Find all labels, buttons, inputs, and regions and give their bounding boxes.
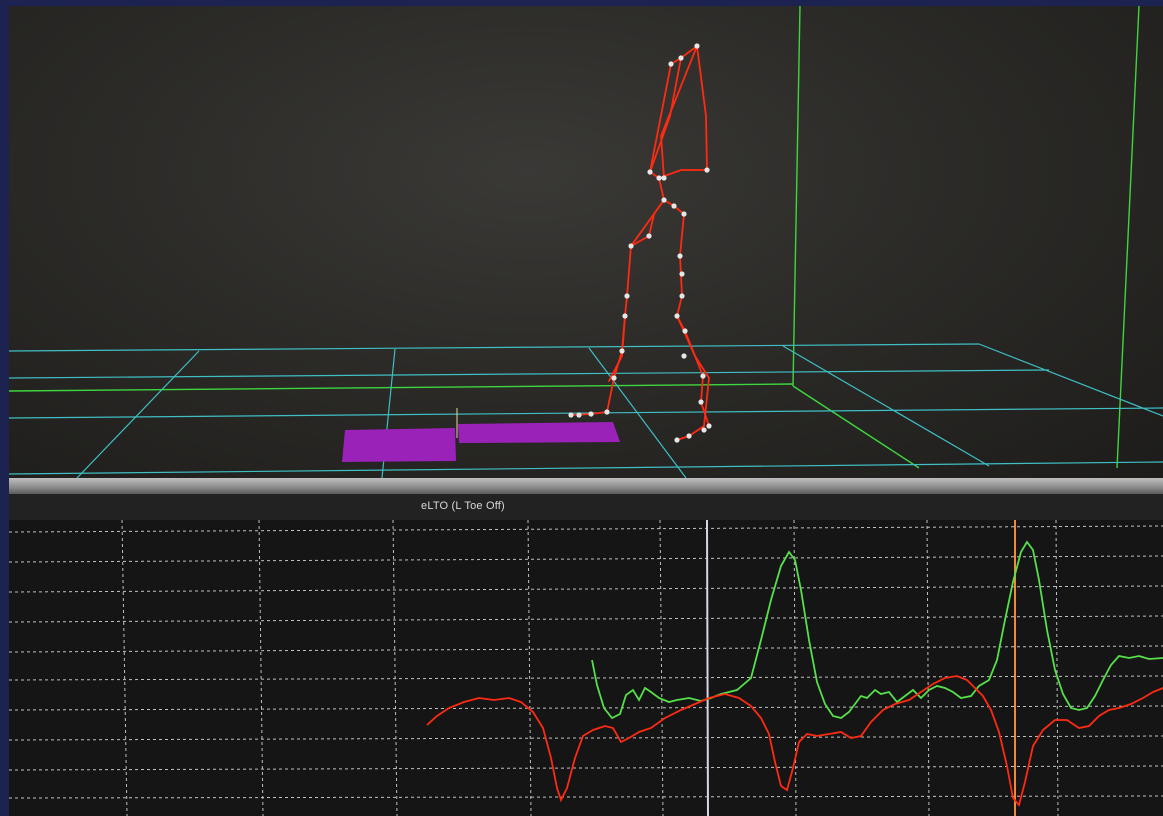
- red-trace: [426, 675, 1163, 807]
- motion-capture-screen: eLTO (L Toe Off): [9, 6, 1163, 816]
- force-plates: [342, 408, 620, 462]
- force-plate-2: [458, 422, 620, 443]
- panel-splitter[interactable]: [9, 478, 1163, 494]
- floor-grid: [9, 343, 1163, 478]
- graph-grid: [9, 520, 1163, 816]
- event-label: eLTO (L Toe Off): [421, 500, 505, 512]
- 3d-viewport[interactable]: [9, 6, 1163, 478]
- capture-volume: [9, 6, 1140, 469]
- force-plate-1: [342, 428, 456, 462]
- skeleton: [570, 44, 710, 441]
- graph-panel[interactable]: [9, 520, 1163, 816]
- time-cursor[interactable]: [706, 520, 709, 816]
- green-trace: [591, 540, 1163, 720]
- marker-cloud: [568, 43, 712, 443]
- graph-header: eLTO (L Toe Off): [9, 494, 1163, 520]
